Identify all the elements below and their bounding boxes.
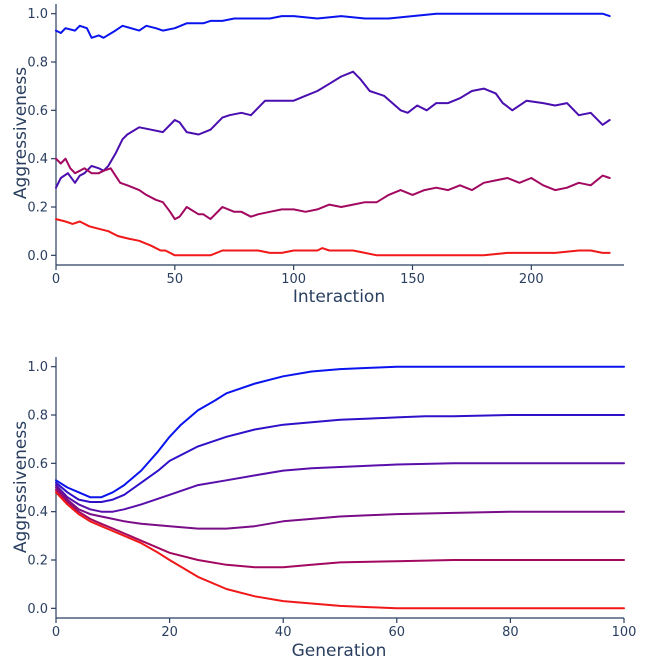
top-chart-series-line: [55, 70, 611, 189]
bottom-chart-x-tick-label: 20: [161, 625, 178, 640]
bottom-chart-x-tick-label: 100: [612, 625, 637, 640]
bottom-chart-series-line: [55, 491, 625, 610]
bottom-chart-x-tick-label: 40: [275, 625, 292, 640]
bottom-chart-series-line: [55, 486, 625, 530]
top-chart-x-tick-label: 150: [400, 272, 425, 287]
bottom-chart-y-tick-label: 0.8: [27, 409, 48, 424]
bottom-chart-y-tick-label: 0.2: [27, 554, 48, 569]
bottom-chart-y-tick-label: 0.6: [27, 457, 48, 472]
top-chart-panel: Interaction Aggressiveness 0 50 100 150 200 0…: [11, 4, 624, 307]
top-chart-series-line: [55, 157, 611, 221]
bottom-chart-x-tick-label: 0: [52, 625, 60, 640]
top-chart-xlabel: Interaction: [293, 287, 385, 307]
top-chart-series-line: [55, 12, 611, 39]
top-chart-y-tick-label: 0.8: [27, 56, 48, 71]
top-chart-y-tick-label: 0.0: [27, 249, 48, 264]
bottom-chart-xlabel: Generation: [292, 641, 387, 661]
bottom-chart-panel: Generation Aggressiveness 0 20 40 60 80 100 0.…: [11, 357, 636, 661]
top-chart-y-tick-label: 0.4: [27, 152, 48, 167]
bottom-chart-y-tick-label: 0.4: [27, 505, 48, 520]
bottom-chart-x-tick-label: 60: [389, 625, 406, 640]
bottom-chart-series-line: [55, 365, 625, 499]
bottom-chart-series-line: [55, 488, 625, 569]
bottom-chart-y-tick-label: 1.0: [27, 360, 48, 375]
bottom-chart-series-line: [55, 462, 625, 513]
top-chart-x-tick-label: 100: [281, 272, 306, 287]
top-chart-y-tick-label: 1.0: [27, 7, 48, 22]
top-chart-y-tick-label: 0.6: [27, 104, 48, 119]
bottom-chart-y-tick-label: 0.0: [27, 602, 48, 617]
top-chart-x-tick-label: 200: [519, 272, 544, 287]
top-chart-ylabel: Aggressiveness: [11, 67, 31, 199]
top-chart-x-tick-label: 50: [167, 272, 184, 287]
bottom-chart-x-tick-label: 80: [502, 625, 519, 640]
top-chart-series-line: [55, 218, 611, 257]
bottom-chart-series-line: [55, 414, 625, 503]
bottom-chart-ylabel: Aggressiveness: [11, 421, 31, 553]
top-chart-y-tick-label: 0.2: [27, 201, 48, 216]
top-chart-x-tick-label: 0: [52, 272, 60, 287]
